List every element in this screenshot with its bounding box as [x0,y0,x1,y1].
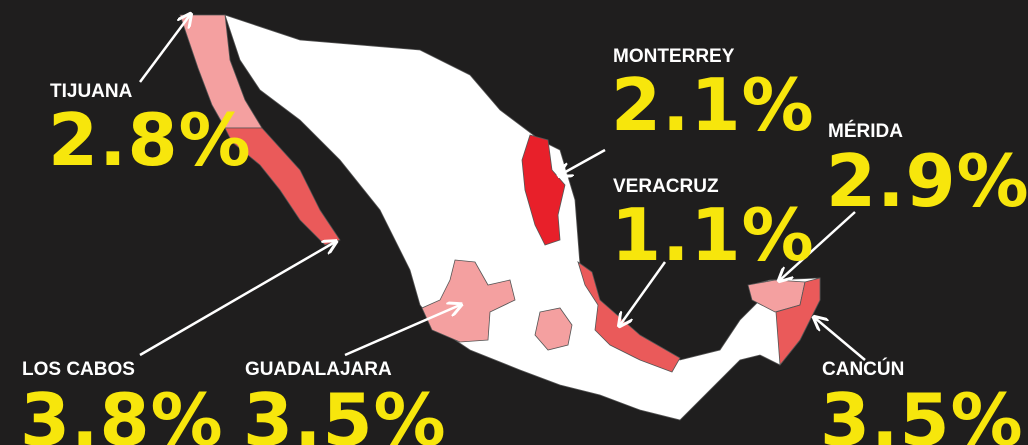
arrow [620,261,667,325]
veracruz [577,260,681,373]
city-value: 2.1% [611,63,815,147]
jalisco [421,259,516,343]
city-value: 3.8% [20,378,224,445]
city-name: CANCÚN [822,358,904,380]
arrow [344,305,460,357]
city-name: LOS CABOS [22,359,135,380]
arrow [815,318,866,361]
guanajuato-region [534,307,573,351]
arrow [560,148,606,175]
arrow [780,211,856,280]
city-name: MÉRIDA [828,120,903,142]
city-value: 1.1% [611,193,815,277]
city-value: 3.5% [243,378,447,445]
city-value: 2.8% [48,98,252,182]
nuevo-leon [521,134,566,246]
city-value: 3.5% [820,378,1024,445]
arrows [138,15,866,361]
arrow [139,242,335,357]
city-name: TIJUANA [50,81,133,102]
quintana-roo [775,277,821,367]
city-name: MONTERREY [613,46,735,67]
city-name: VERACRUZ [613,176,719,197]
city-value: 2.9% [826,139,1028,223]
labels: TIJUANA 2.8% MONTERREY 2.1% MÉRIDA 2.9% … [20,46,1028,445]
city-name: GUADALAJARA [245,359,392,380]
arrow [138,15,190,83]
map [179,14,821,421]
